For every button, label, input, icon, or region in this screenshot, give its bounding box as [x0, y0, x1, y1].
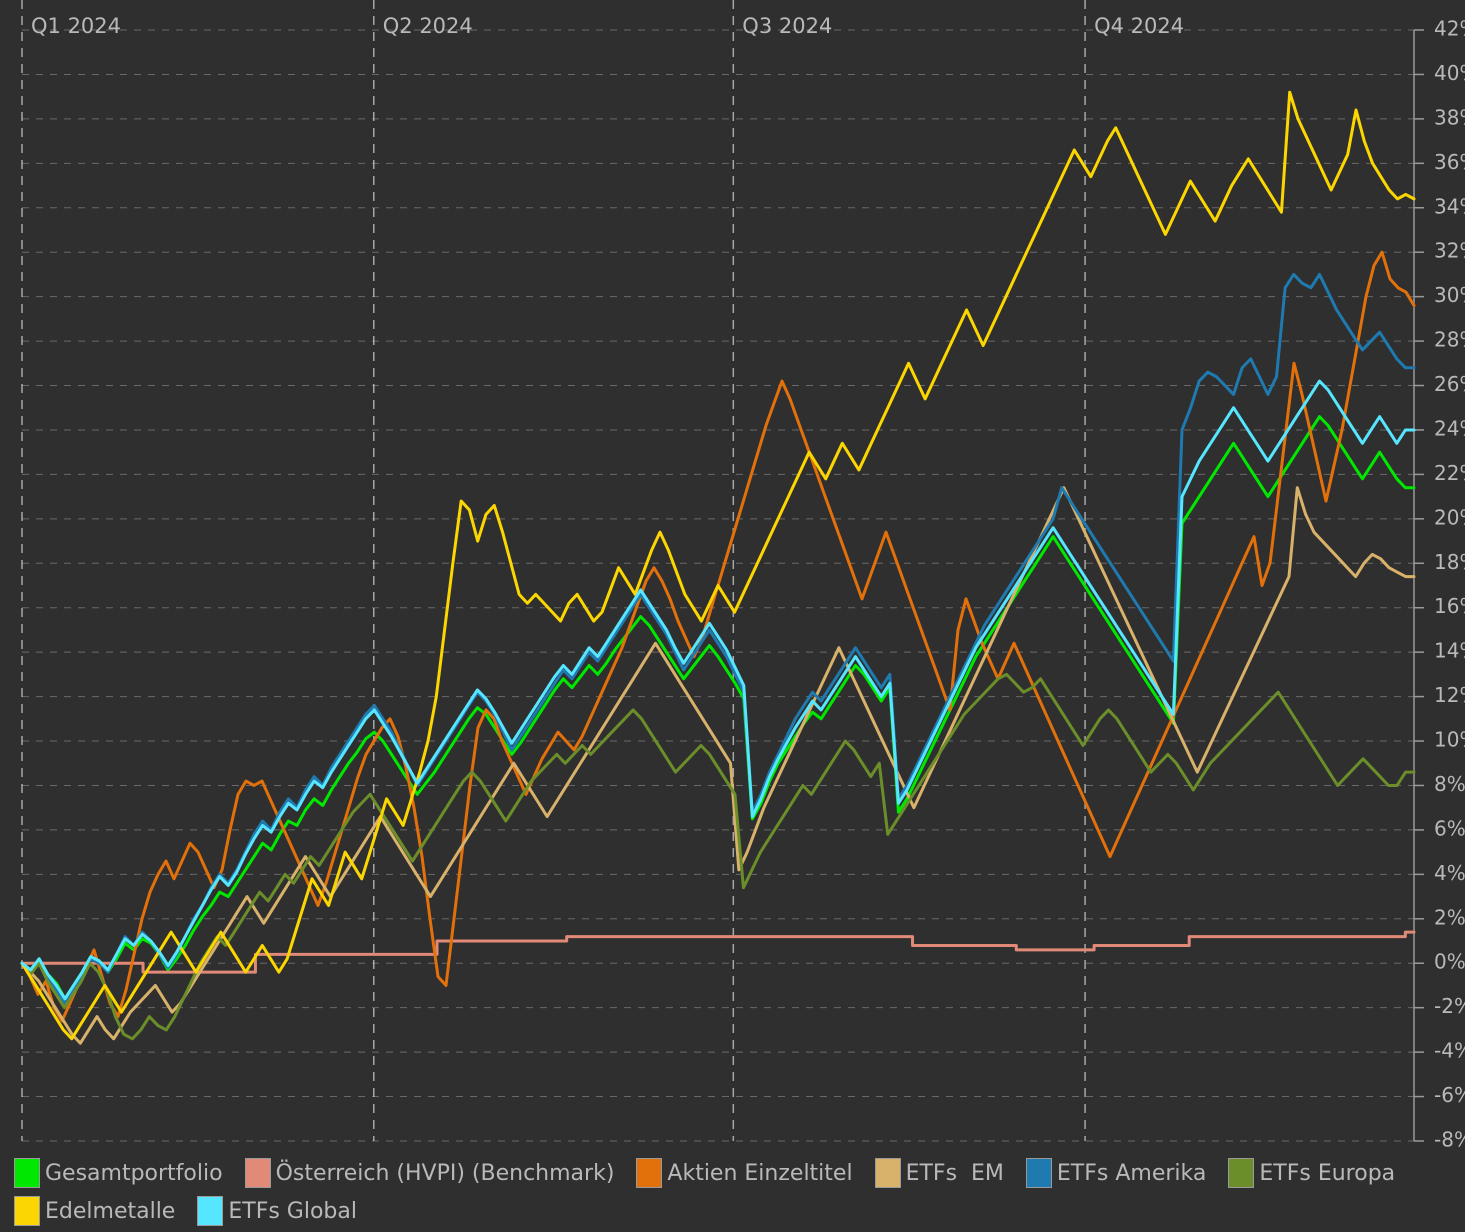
performance-line-chart[interactable]: 42% 40% 38% 36% 34% 32% 30% 28% 26% 24% 22% 20% 18% 1… [0, 0, 1465, 1150]
svg-text:-4%: -4% [1434, 1039, 1465, 1063]
svg-text:14%: 14% [1434, 639, 1465, 663]
legend-swatch-icon [197, 1196, 224, 1226]
legend-label: Aktien Einzeltitel [667, 1160, 853, 1186]
svg-text:40%: 40% [1434, 61, 1465, 85]
svg-text:12%: 12% [1434, 683, 1465, 707]
series-line-edelmetalle[interactable] [20, 90, 1416, 1041]
series-line-etfs-europa[interactable] [20, 672, 1416, 1041]
svg-text:20%: 20% [1434, 505, 1465, 529]
legend-label: Österreich (HVPI) (Benchmark) [275, 1160, 615, 1186]
svg-text:16%: 16% [1434, 594, 1465, 618]
chart-legend[interactable]: Gesamtportfolio Österreich (HVPI) (Benchm… [14, 1156, 1465, 1232]
chart-plot-area[interactable]: 42% 40% 38% 36% 34% 32% 30% 28% 26% 24% 22% 20% 18% 1… [0, 0, 1465, 1150]
legend-swatch-icon [14, 1158, 40, 1188]
svg-text:22%: 22% [1434, 461, 1465, 485]
data-series-lines[interactable] [20, 90, 1416, 1045]
svg-text:32%: 32% [1434, 239, 1465, 263]
legend-label: Gesamtportfolio [45, 1160, 223, 1186]
svg-text:2%: 2% [1434, 905, 1465, 929]
svg-text:Q3 2024: Q3 2024 [742, 14, 832, 38]
legend-label: ETFs Global [228, 1198, 357, 1224]
legend-swatch-icon [14, 1196, 40, 1226]
legend-label: ETFs EM [905, 1160, 1004, 1186]
svg-text:10%: 10% [1434, 728, 1465, 752]
svg-text:Q1 2024: Q1 2024 [31, 14, 121, 38]
legend-item-etfs-europa[interactable]: ETFs Europa [1228, 1156, 1395, 1190]
svg-text:6%: 6% [1434, 816, 1465, 840]
legend-swatch-icon [1025, 1158, 1052, 1188]
svg-text:30%: 30% [1434, 283, 1465, 307]
svg-text:34%: 34% [1434, 194, 1465, 218]
svg-text:Q2 2024: Q2 2024 [383, 14, 473, 38]
legend-swatch-icon [636, 1158, 663, 1188]
svg-text:36%: 36% [1434, 150, 1465, 174]
chart-background [0, 0, 1465, 1150]
legend-item-etfs-em[interactable]: ETFs EM [874, 1156, 1004, 1190]
x-axis-quarter-labels: Q1 2024 Q2 2024 Q3 2024 Q4 2024 [31, 14, 1184, 38]
svg-text:-8%: -8% [1434, 1128, 1465, 1151]
series-line-etfs-amerika[interactable] [20, 272, 1416, 1005]
svg-text:-2%: -2% [1434, 994, 1465, 1018]
svg-text:26%: 26% [1434, 372, 1465, 396]
legend-label: ETFs Europa [1259, 1160, 1396, 1186]
legend-item-etfs-global[interactable]: ETFs Global [197, 1194, 357, 1228]
legend-label: ETFs Amerika [1056, 1160, 1207, 1186]
legend-item-etfs-amerika[interactable]: ETFs Amerika [1025, 1156, 1207, 1190]
svg-text:28%: 28% [1434, 328, 1465, 352]
legend-item-oesterreich-hvpi-benchmark[interactable]: Österreich (HVPI) (Benchmark) [244, 1156, 615, 1190]
legend-item-aktien-einzeltitel[interactable]: Aktien Einzeltitel [636, 1156, 853, 1190]
svg-text:-6%: -6% [1434, 1083, 1465, 1107]
svg-text:42%: 42% [1434, 17, 1465, 41]
y-axis-tick-labels: 42% 40% 38% 36% 34% 32% 30% 28% 26% 24% 22% 20% 18% 1… [1434, 17, 1465, 1151]
series-line-sterreich-hvpi-benchmark[interactable] [20, 930, 1416, 974]
y-axis-tick-marks [1414, 29, 1424, 1142]
legend-label: Edelmetalle [45, 1198, 176, 1224]
svg-text:18%: 18% [1434, 550, 1465, 574]
legend-swatch-icon [244, 1158, 271, 1188]
svg-text:0%: 0% [1434, 950, 1465, 974]
legend-item-edelmetalle[interactable]: Edelmetalle [14, 1194, 175, 1228]
legend-swatch-icon [1228, 1158, 1255, 1188]
series-line-etfs-global[interactable] [20, 379, 1416, 1001]
svg-text:4%: 4% [1434, 861, 1465, 885]
svg-text:38%: 38% [1434, 105, 1465, 129]
svg-text:24%: 24% [1434, 416, 1465, 440]
legend-swatch-icon [874, 1158, 901, 1188]
series-line-etfs-em[interactable] [20, 486, 1416, 1045]
svg-text:8%: 8% [1434, 772, 1465, 796]
svg-text:Q4 2024: Q4 2024 [1094, 14, 1184, 38]
legend-item-gesamtportfolio[interactable]: Gesamtportfolio [14, 1156, 223, 1190]
